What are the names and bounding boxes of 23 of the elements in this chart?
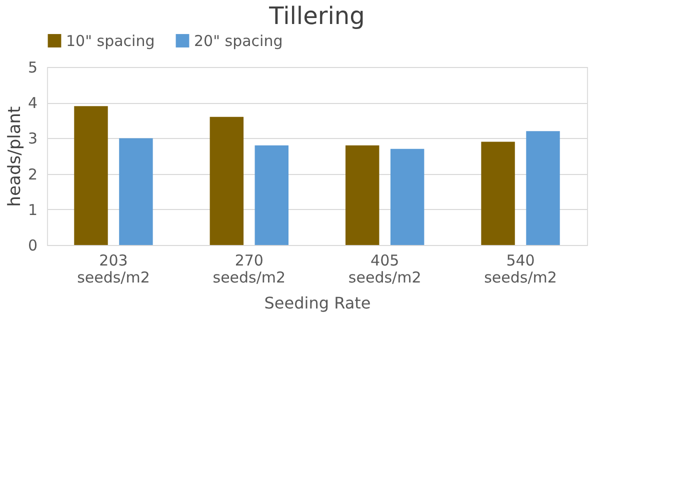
- bar: [345, 145, 380, 245]
- bar: [119, 138, 153, 245]
- y-tick-label: 0: [28, 236, 38, 254]
- y-tick-label: 1: [28, 200, 38, 219]
- x-tick-label: 540 seeds/m2: [484, 252, 557, 286]
- bar: [254, 145, 289, 245]
- y-tick-label: 3: [28, 130, 38, 148]
- y-axis-title: heads/plant: [4, 106, 25, 207]
- chart-title: Tillering: [268, 2, 365, 30]
- bar: [526, 131, 560, 245]
- y-tick-label: 4: [28, 94, 38, 112]
- legend-label: 20" spacing: [194, 32, 283, 50]
- y-tick-label: 2: [28, 165, 38, 184]
- x-tick-label: 405 seeds/m2: [348, 252, 422, 286]
- x-axis-title: Seeding Rate: [264, 294, 371, 312]
- legend-label: 10" spacing: [66, 32, 155, 50]
- x-tick-label: 203 seeds/m2: [77, 252, 150, 286]
- bar: [74, 106, 108, 245]
- x-tick-label: 270 seeds/m2: [212, 252, 286, 286]
- bar: [481, 142, 515, 245]
- y-tick-label: 5: [28, 58, 38, 76]
- bar: [390, 148, 424, 245]
- bar: [210, 116, 244, 245]
